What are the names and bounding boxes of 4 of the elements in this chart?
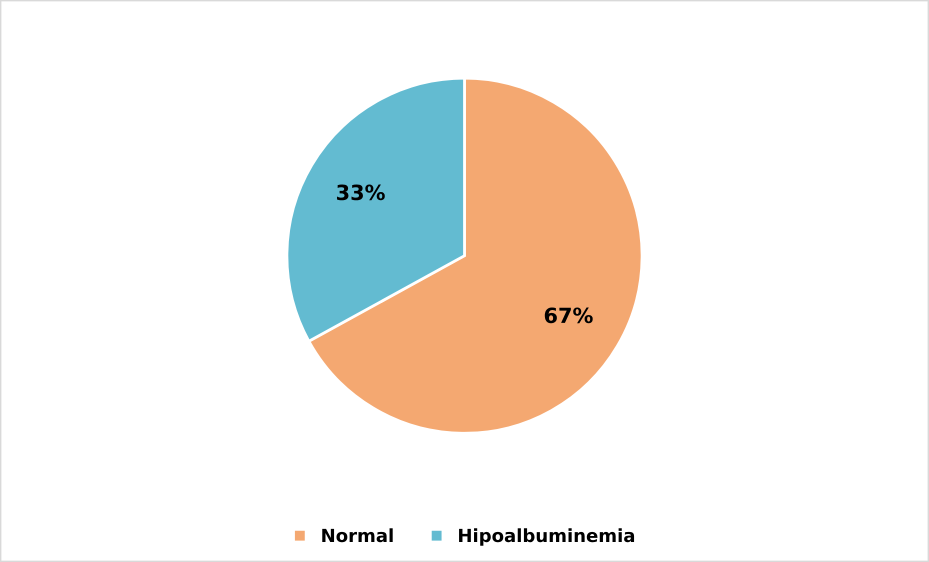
legend-label: Normal — [322, 528, 393, 542]
data-label: 67% — [544, 307, 593, 324]
legend-label: Hipoalbuminemia — [459, 528, 634, 546]
data-label: 33% — [337, 184, 385, 200]
